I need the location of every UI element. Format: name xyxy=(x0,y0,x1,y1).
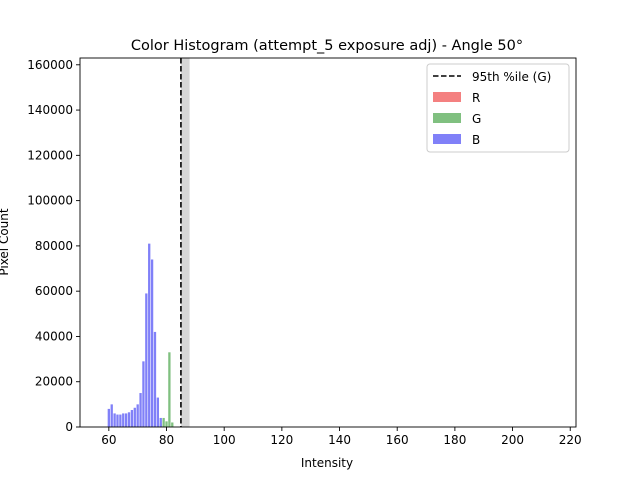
bar-b-60 xyxy=(107,408,110,427)
y-axis-label: Pixel Count xyxy=(0,208,11,276)
y-tick-label: 80000 xyxy=(35,239,73,253)
bar-b-68 xyxy=(130,410,134,427)
x-axis-label: Intensity xyxy=(301,456,353,470)
x-tick-label: 200 xyxy=(501,433,524,447)
legend-box xyxy=(426,63,570,153)
bar-b-77 xyxy=(156,397,160,427)
legend: 95th %ile (G) RGB xyxy=(426,63,570,153)
bar-g-79 xyxy=(162,417,165,427)
x-tick-label: 180 xyxy=(443,433,466,447)
y-tick-label: 100000 xyxy=(27,194,73,208)
bar-b-62 xyxy=(113,413,116,427)
legend-label-percentile: 95th %ile (G) xyxy=(472,70,551,84)
bar-g-80 xyxy=(165,421,168,427)
bar-b-76 xyxy=(153,331,157,427)
bar-b-64 xyxy=(119,414,122,427)
bar-b-71 xyxy=(139,393,142,427)
bar-b-61 xyxy=(110,404,113,427)
y-tick-label: 0 xyxy=(65,420,73,434)
legend-swatch-b xyxy=(433,134,461,144)
bar-b-75 xyxy=(150,259,154,427)
x-tick-label: 140 xyxy=(328,433,351,447)
bar-b-67 xyxy=(127,412,131,427)
legend-swatch-r xyxy=(433,92,461,102)
chart-title: Color Histogram (attempt_5 exposure adj)… xyxy=(131,38,523,54)
y-tick-label: 120000 xyxy=(27,148,73,162)
bar-b-78 xyxy=(159,417,162,427)
legend-swatch-g xyxy=(433,113,461,123)
bar-b-69 xyxy=(133,407,136,427)
y-tick-label: 160000 xyxy=(27,58,73,72)
x-tick-label: 80 xyxy=(159,433,174,447)
bar-b-70 xyxy=(136,404,139,427)
bar-b-72 xyxy=(142,361,145,427)
bar-g-81 xyxy=(168,352,171,427)
shaded-band xyxy=(180,58,190,427)
x-tick-label: 160 xyxy=(386,433,409,447)
x-tick-label: 60 xyxy=(101,433,116,447)
x-tick-label: 100 xyxy=(213,433,236,447)
x-tick-label: 220 xyxy=(559,433,582,447)
y-tick-label: 140000 xyxy=(27,103,73,117)
x-tick-label: 120 xyxy=(270,433,293,447)
bar-g-82 xyxy=(171,422,174,427)
legend-label-r: R xyxy=(472,91,480,105)
plot-area xyxy=(107,58,190,427)
bar-b-63 xyxy=(116,414,119,427)
bar-b-66 xyxy=(124,413,128,427)
bar-b-74 xyxy=(148,243,151,427)
legend-label-b: B xyxy=(472,133,480,147)
legend-label-g: G xyxy=(472,112,481,126)
y-tick-label: 60000 xyxy=(35,284,73,298)
bar-b-65 xyxy=(122,413,125,427)
y-tick-label: 20000 xyxy=(35,375,73,389)
plot-frame xyxy=(79,57,577,428)
axes: 60 80 100 120 140 160 180 200 220 0 20000 40000 6000… xyxy=(27,57,582,447)
bar-b-73 xyxy=(145,293,148,427)
y-tick-label: 40000 xyxy=(35,329,73,343)
